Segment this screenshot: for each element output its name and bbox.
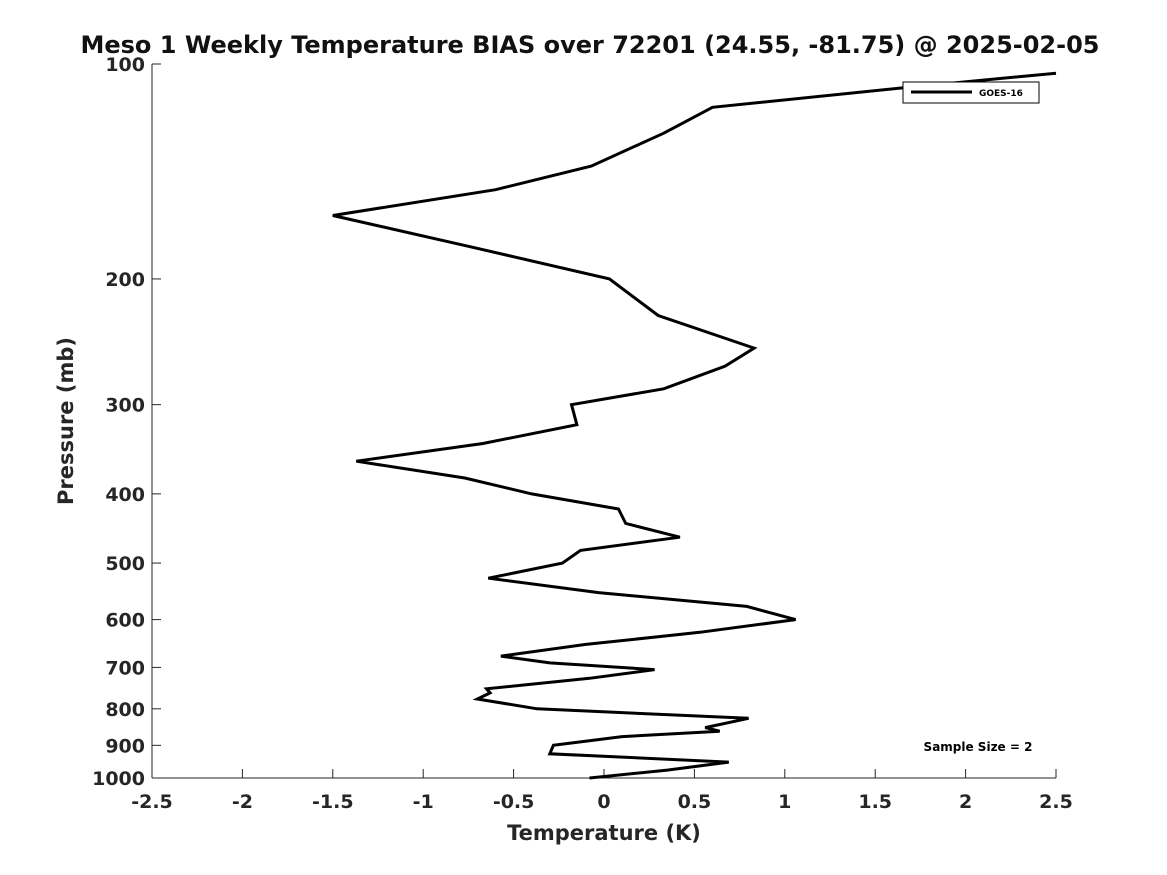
y-axis-ticks: 100 200 300 400 500 600 700 800 900 1000	[92, 54, 161, 790]
y-tick-label: 1000	[92, 768, 145, 790]
x-tick-label: -1	[413, 791, 434, 813]
x-tick-label: -2	[232, 791, 253, 813]
y-tick-label: 200	[105, 269, 145, 291]
x-tick-label: 2	[959, 791, 972, 813]
y-tick-label: 500	[105, 553, 145, 575]
legend: GOES-16	[902, 81, 1040, 104]
x-tick-label: -1.5	[312, 791, 354, 813]
x-tick-label: -2.5	[131, 791, 173, 813]
series-layer	[332, 71, 1057, 780]
y-tick-label: 100	[105, 54, 145, 76]
y-tick-label: 400	[105, 484, 145, 506]
legend-entry-goes-16: GOES-16	[979, 89, 1023, 99]
y-tick-label: 700	[105, 657, 145, 679]
x-tick-label: 1	[778, 791, 791, 813]
x-tick-label: -0.5	[493, 791, 535, 813]
y-tick-label: 600	[105, 610, 145, 632]
x-tick-label: 0.5	[678, 791, 712, 813]
x-axis-label: Temperature (K)	[507, 821, 701, 845]
x-tick-label: 2.5	[1039, 791, 1073, 813]
x-axis-ticks: -2.5 -2 -1.5 -1 -0.5 0 0.5 1 1.5 2 2.5	[131, 769, 1073, 813]
sample-size-annotation: Sample Size = 2	[924, 740, 1033, 754]
x-tick-label: 0	[597, 791, 610, 813]
series-line-goes-16	[332, 71, 1057, 780]
y-axis-label: Pressure (mb)	[54, 337, 78, 505]
x-tick-label: 1.5	[858, 791, 892, 813]
chart-title: Meso 1 Weekly Temperature BIAS over 7220…	[80, 31, 1099, 59]
y-tick-label: 900	[105, 735, 145, 757]
y-tick-label: 800	[105, 699, 145, 721]
plot-axes	[151, 64, 1056, 779]
y-tick-label: 300	[105, 395, 145, 417]
